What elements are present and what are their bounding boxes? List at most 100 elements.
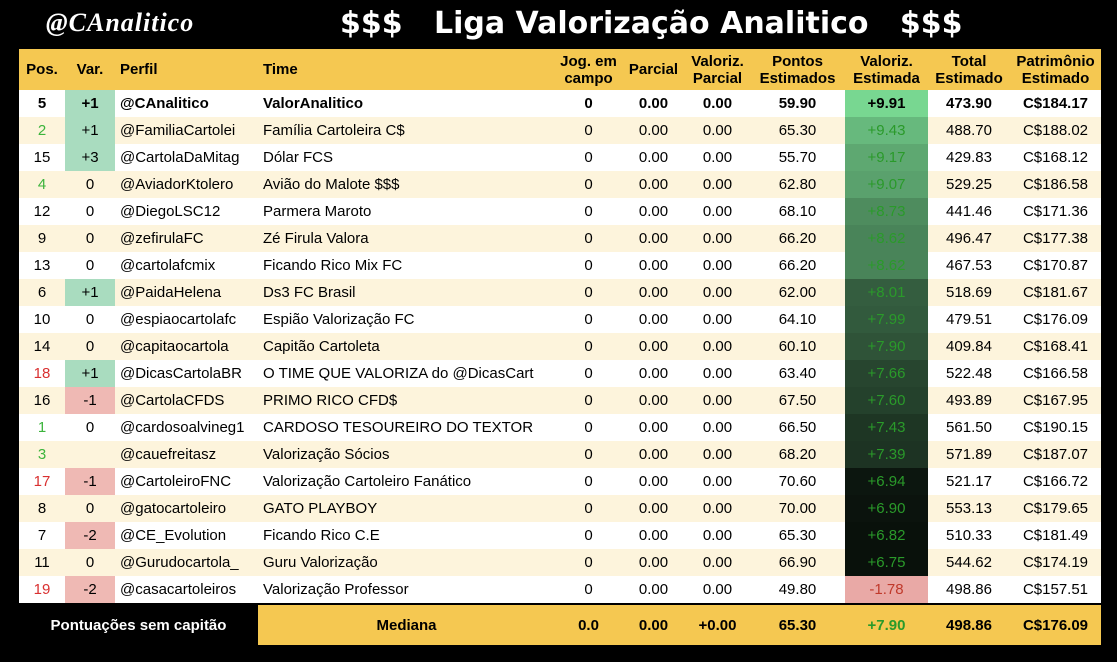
footer-label: Mediana	[376, 616, 437, 634]
table-cell: 0	[555, 468, 622, 495]
table-cell: 0	[65, 171, 115, 198]
table-cell: 55.70	[750, 144, 845, 171]
table-cell: 0	[555, 522, 622, 549]
table-cell: 0.00	[622, 387, 685, 414]
table-cell: 0.00	[685, 468, 750, 495]
table-cell: @gatocartoleiro	[115, 495, 258, 522]
table-cell: @DiegoLSC12	[115, 198, 258, 225]
table-row: 1 0 @cardosoalvineg1 CARDOSO TESOUREIRO DO …	[19, 414, 1101, 441]
table-cell: @capitaocartola	[115, 333, 258, 360]
table-cell: Dólar FCS	[258, 144, 555, 171]
table-cell: 0.00	[685, 306, 750, 333]
table-cell: C$170.87	[1010, 252, 1101, 279]
table-cell: +1	[65, 90, 115, 117]
table-row: 16 -1 @CartolaCFDS PRIMO RICO CFD$ 0 0.00 0.00…	[19, 387, 1101, 414]
table-row: 15 +3 @CartolaDaMitag Dólar FCS 0 0.00 0.00 55.…	[19, 144, 1101, 171]
table-cell: 522.48	[928, 360, 1010, 387]
table-cell	[65, 441, 115, 468]
table-cell: 0	[65, 225, 115, 252]
table-cell: 0.00	[685, 522, 750, 549]
footer-value: 0.00	[638, 616, 669, 634]
table-row: 4 0 @AviadorKtolero Avião do Malote $$$ 0 0.0…	[19, 171, 1101, 198]
table-cell: +8.01	[845, 279, 928, 306]
table-cell: Valorização Sócios	[258, 441, 555, 468]
table-row: 5 +1 @CAnalitico ValorAnalitico 0 0.00 0.00 59.…	[19, 90, 1101, 117]
table-cell: 64.10	[750, 306, 845, 333]
footer-note: Pontuações sem capitão	[19, 605, 258, 645]
table-cell: C$188.02	[1010, 117, 1101, 144]
table-cell: 0.00	[685, 441, 750, 468]
column-header: Time	[258, 49, 555, 90]
table-cell: +7.39	[845, 441, 928, 468]
table-cell: +9.91	[845, 90, 928, 117]
table-cell: C$166.58	[1010, 360, 1101, 387]
table-cell: -1	[65, 387, 115, 414]
table-cell: Guru Valorização	[258, 549, 555, 576]
table-cell: 70.60	[750, 468, 845, 495]
table-cell: 5	[19, 90, 65, 117]
table-cell: +9.07	[845, 171, 928, 198]
table-cell: 67.50	[750, 387, 845, 414]
table-cell: 9	[19, 225, 65, 252]
table-cell: 0.00	[622, 333, 685, 360]
table-cell: Ficando Rico Mix FC	[258, 252, 555, 279]
table-cell: 561.50	[928, 414, 1010, 441]
table-cell: 8	[19, 495, 65, 522]
table-cell: 0	[555, 387, 622, 414]
table-cell: 0.00	[685, 198, 750, 225]
table-cell: 0	[555, 117, 622, 144]
table-cell: 11	[19, 549, 65, 576]
table-cell: PRIMO RICO CFD$	[258, 387, 555, 414]
table-cell: 62.80	[750, 171, 845, 198]
table-row: 18 +1 @DicasCartolaBR O TIME QUE VALORIZA d…	[19, 360, 1101, 387]
table-cell: 488.70	[928, 117, 1010, 144]
table-cell: O TIME QUE VALORIZA do @DicasCart	[258, 360, 555, 387]
table-cell: C$174.19	[1010, 549, 1101, 576]
table-row: 19 -2 @casacartoleiros Valorização Professo…	[19, 576, 1101, 603]
table-cell: 1	[19, 414, 65, 441]
table-cell: 62.00	[750, 279, 845, 306]
column-header: Perfil	[115, 49, 258, 90]
table-cell: 16	[19, 387, 65, 414]
table-cell: +9.17	[845, 144, 928, 171]
table-cell: 0	[555, 306, 622, 333]
table-row: 9 0 @zefirulaFC Zé Firula Valora 0 0.00 0.00 66…	[19, 225, 1101, 252]
table-cell: @zefirulaFC	[115, 225, 258, 252]
table-cell: 0.00	[685, 90, 750, 117]
footer-value: +7.90	[867, 616, 906, 634]
table-cell: 479.51	[928, 306, 1010, 333]
table-row: 3 @cauefreitasz Valorização Sócios 0 0.00 0.0…	[19, 441, 1101, 468]
table-row: 11 0 @Gurudocartola_ Guru Valorização 0 0.00 0…	[19, 549, 1101, 576]
table-cell: @AviadorKtolero	[115, 171, 258, 198]
table-cell: Família Cartoleira C$	[258, 117, 555, 144]
table-cell: 0.00	[622, 144, 685, 171]
table-cell: @DicasCartolaBR	[115, 360, 258, 387]
table-cell: 429.83	[928, 144, 1010, 171]
table-row: 17 -1 @CartoleiroFNC Valorização Cartoleiro…	[19, 468, 1101, 495]
table-cell: C$176.09	[1010, 306, 1101, 333]
table-cell: 518.69	[928, 279, 1010, 306]
table-cell: 0	[555, 225, 622, 252]
table-cell: 0	[555, 333, 622, 360]
table-cell: @PaidaHelena	[115, 279, 258, 306]
table-cell: @CE_Evolution	[115, 522, 258, 549]
table-cell: C$181.67	[1010, 279, 1101, 306]
table-cell: 2	[19, 117, 65, 144]
table-cell: 0	[65, 495, 115, 522]
table-cell: 0	[65, 198, 115, 225]
table-cell: Ficando Rico C.E	[258, 522, 555, 549]
footer: Pontuações sem capitão Mediana 0.0 0.00 +0.0…	[19, 605, 1101, 645]
table-row: 2 +1 @FamiliaCartolei Família Cartoleira C$…	[19, 117, 1101, 144]
table-cell: 0.00	[622, 360, 685, 387]
table-cell: 0	[555, 360, 622, 387]
table-cell: +7.43	[845, 414, 928, 441]
table-cell: 10	[19, 306, 65, 333]
table-cell: +1	[65, 279, 115, 306]
table-cell: 0.00	[622, 468, 685, 495]
table-cell: 0.00	[622, 90, 685, 117]
table-cell: 7	[19, 522, 65, 549]
table-cell: +6.82	[845, 522, 928, 549]
table-cell: C$179.65	[1010, 495, 1101, 522]
table-cell: 510.33	[928, 522, 1010, 549]
table-cell: 0.00	[622, 171, 685, 198]
